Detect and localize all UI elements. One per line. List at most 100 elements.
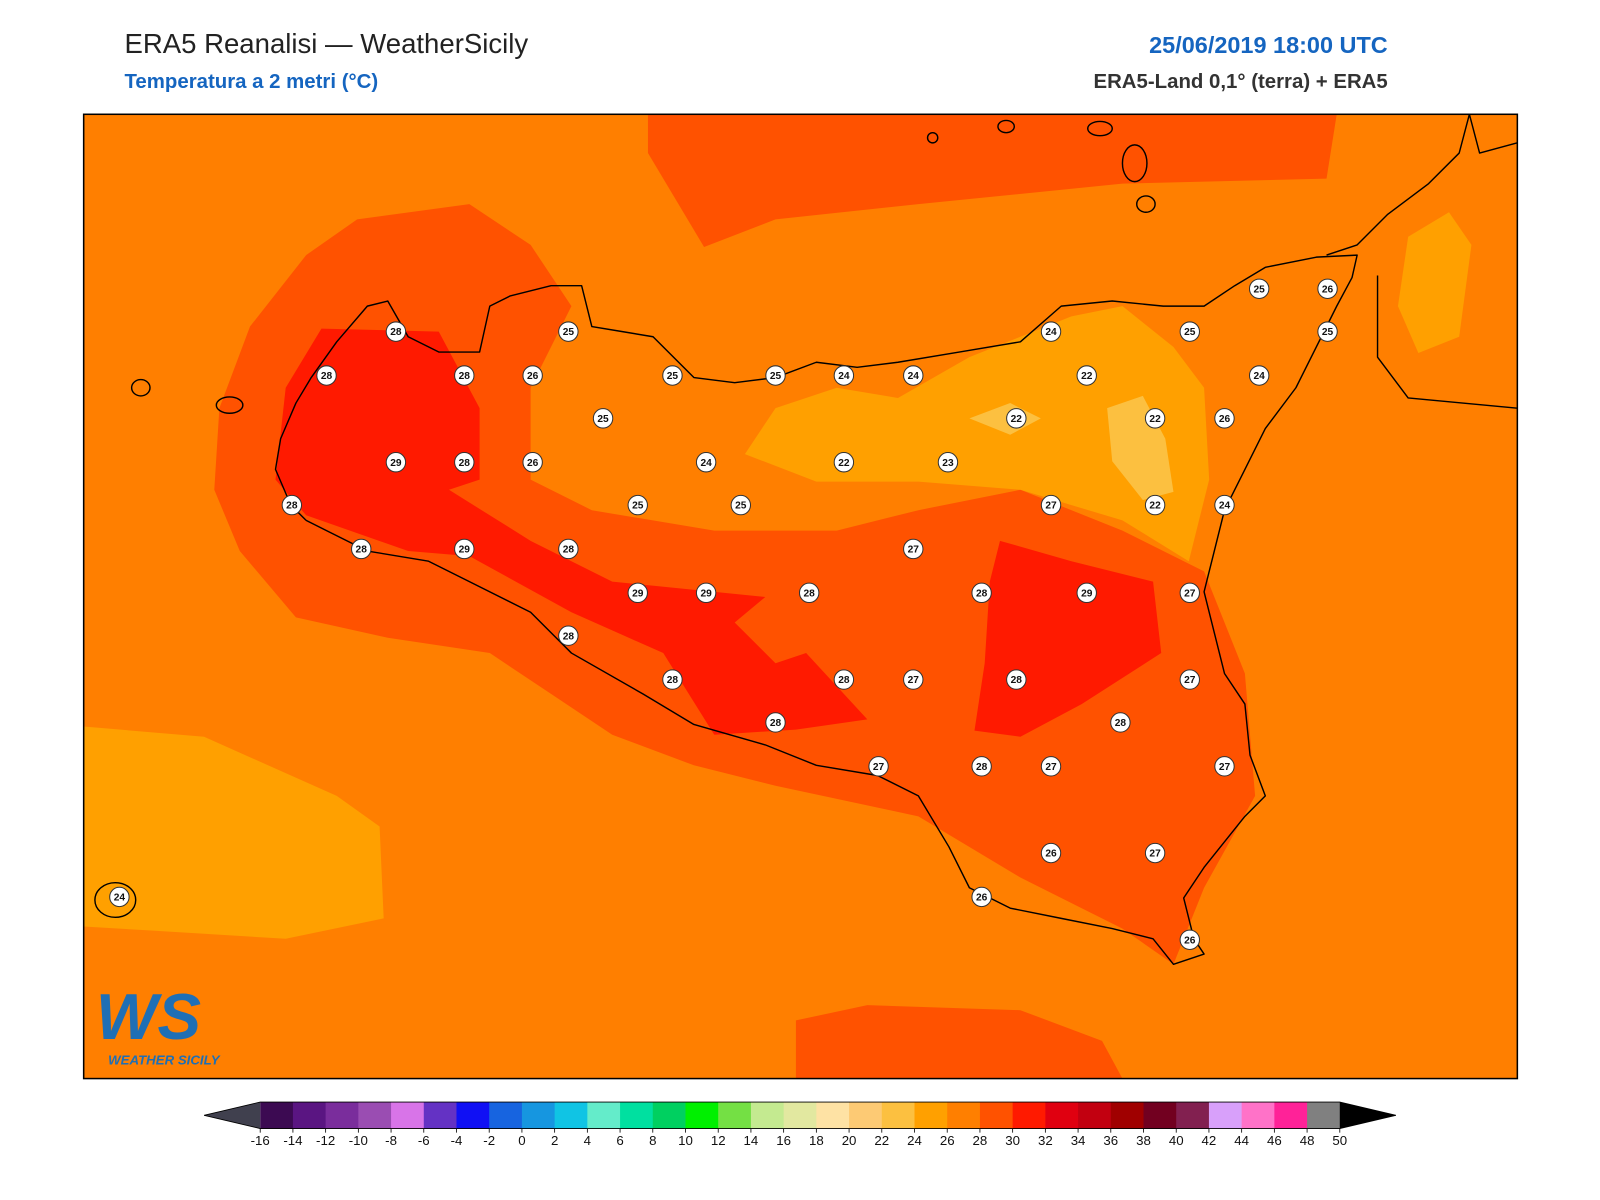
station-marker <box>1179 321 1200 342</box>
station-marker <box>1317 321 1338 342</box>
station-marker <box>903 538 924 560</box>
colorbar-swatch <box>750 1102 785 1129</box>
colorbar-swatch <box>325 1102 359 1129</box>
island <box>997 119 1015 134</box>
station-value: 24 <box>838 371 850 382</box>
station-marker <box>662 365 683 386</box>
station-value: 27 <box>1184 675 1196 686</box>
colorbar-tick-label: 30 <box>1005 1133 1020 1148</box>
station-marker <box>868 756 889 777</box>
station-value: 22 <box>1149 414 1161 425</box>
island <box>94 881 137 919</box>
station-marker <box>1040 756 1062 777</box>
colorbar-swatch <box>423 1102 458 1129</box>
station-value: 28 <box>563 545 575 556</box>
station-marker <box>592 408 614 429</box>
station-value: 27 <box>908 675 920 686</box>
colorbar-tick-label: 44 <box>1234 1133 1249 1148</box>
station-marker <box>1248 278 1270 299</box>
station-marker <box>833 452 855 473</box>
station-value: 27 <box>1045 762 1057 773</box>
calabria-coast <box>1326 114 1471 256</box>
island <box>1087 120 1113 137</box>
station-marker <box>1144 842 1166 864</box>
station-value: 26 <box>1322 284 1334 295</box>
station-marker <box>730 494 752 516</box>
colorbar-swatch <box>816 1102 850 1129</box>
colorbar-swatch <box>914 1102 948 1129</box>
station-value: 26 <box>976 893 988 904</box>
logo-mark: WS <box>96 980 201 1053</box>
island <box>130 378 151 397</box>
colorbar-tick-label: 8 <box>649 1133 656 1148</box>
station-value: 25 <box>1254 284 1266 295</box>
station-marker <box>1214 408 1235 429</box>
station-marker <box>1179 669 1200 690</box>
station-value: 25 <box>632 501 644 512</box>
station-marker <box>971 886 992 908</box>
colorbar-tick-label: -16 <box>251 1133 270 1148</box>
station-value: 24 <box>1254 371 1266 382</box>
station-marker <box>627 494 648 516</box>
station-value: 22 <box>1011 414 1023 425</box>
datetime: 25/06/2019 18:00 UTC <box>1149 32 1388 58</box>
colorbar-tick-label: 48 <box>1300 1133 1315 1148</box>
colorbar-tick-label: -6 <box>418 1133 430 1148</box>
station-marker <box>695 452 717 473</box>
station-marker <box>558 625 579 646</box>
colorbar-swatch <box>1110 1102 1145 1129</box>
station-marker <box>903 365 924 386</box>
colorbar-tick-label: 32 <box>1038 1133 1053 1148</box>
station-value: 29 <box>390 458 402 469</box>
colorbar-swatch <box>979 1102 1014 1129</box>
station-marker <box>522 452 543 473</box>
station-value: 28 <box>390 327 402 338</box>
colorbar-swatch <box>1208 1102 1243 1129</box>
station-value: 26 <box>1045 849 1057 860</box>
colorbar-swatch <box>1078 1102 1112 1129</box>
colorbar: -16 -14 -12 -10 -8 -6 -4 -2 0 2 4 6 8 10 12 14 16 18 20 22 2… <box>203 1101 1397 1148</box>
island <box>926 131 939 144</box>
calabria-coast-north <box>1468 114 1518 154</box>
field-warm-north <box>647 114 1337 247</box>
station-value: 28 <box>667 675 679 686</box>
station-marker <box>385 452 407 473</box>
station-marker <box>1214 494 1235 516</box>
source: ERA5-Land 0,1° (terra) + ERA5 <box>1093 71 1387 93</box>
station-value: 27 <box>1149 849 1161 860</box>
colorbar-swatch <box>881 1102 916 1129</box>
station-marker <box>903 669 924 690</box>
station-value: 25 <box>563 327 575 338</box>
station-value: 24 <box>114 893 126 904</box>
logo-text: WEATHER SICILY <box>108 1052 221 1067</box>
colorbar-swatch <box>521 1102 556 1129</box>
station-marker <box>454 538 475 560</box>
colorbar-tick-label: 12 <box>711 1133 726 1148</box>
station-marker <box>522 365 543 386</box>
station-marker <box>1179 929 1200 950</box>
station-marker <box>1110 712 1131 733</box>
colorbar-tick-label: 22 <box>874 1133 889 1148</box>
colorbar-swatch <box>652 1102 687 1129</box>
station-value: 25 <box>667 371 679 382</box>
station-marker <box>627 582 648 604</box>
colorbar-tick-label: 10 <box>678 1133 693 1148</box>
colorbar-tick-label: 34 <box>1071 1133 1086 1148</box>
station-value: 29 <box>700 588 712 599</box>
station-marker <box>1040 494 1062 516</box>
station-value: 26 <box>527 458 539 469</box>
station-value: 28 <box>838 675 850 686</box>
station-value: 29 <box>1081 588 1093 599</box>
station-value: 25 <box>1322 327 1334 338</box>
colorbar-swatch <box>718 1102 752 1129</box>
colorbar-swatch <box>358 1102 392 1129</box>
colorbar-swatch <box>783 1102 817 1129</box>
colorbar-swatch <box>1143 1102 1177 1129</box>
colorbar-tick-label: -10 <box>349 1133 368 1148</box>
station-value: 25 <box>735 501 747 512</box>
colorbar-swatch <box>1307 1102 1341 1129</box>
station-value: 29 <box>459 545 471 556</box>
colorbar-tick-label: 6 <box>616 1133 623 1148</box>
station-value: 26 <box>527 371 539 382</box>
colorbar-tick-label: -8 <box>385 1133 397 1148</box>
